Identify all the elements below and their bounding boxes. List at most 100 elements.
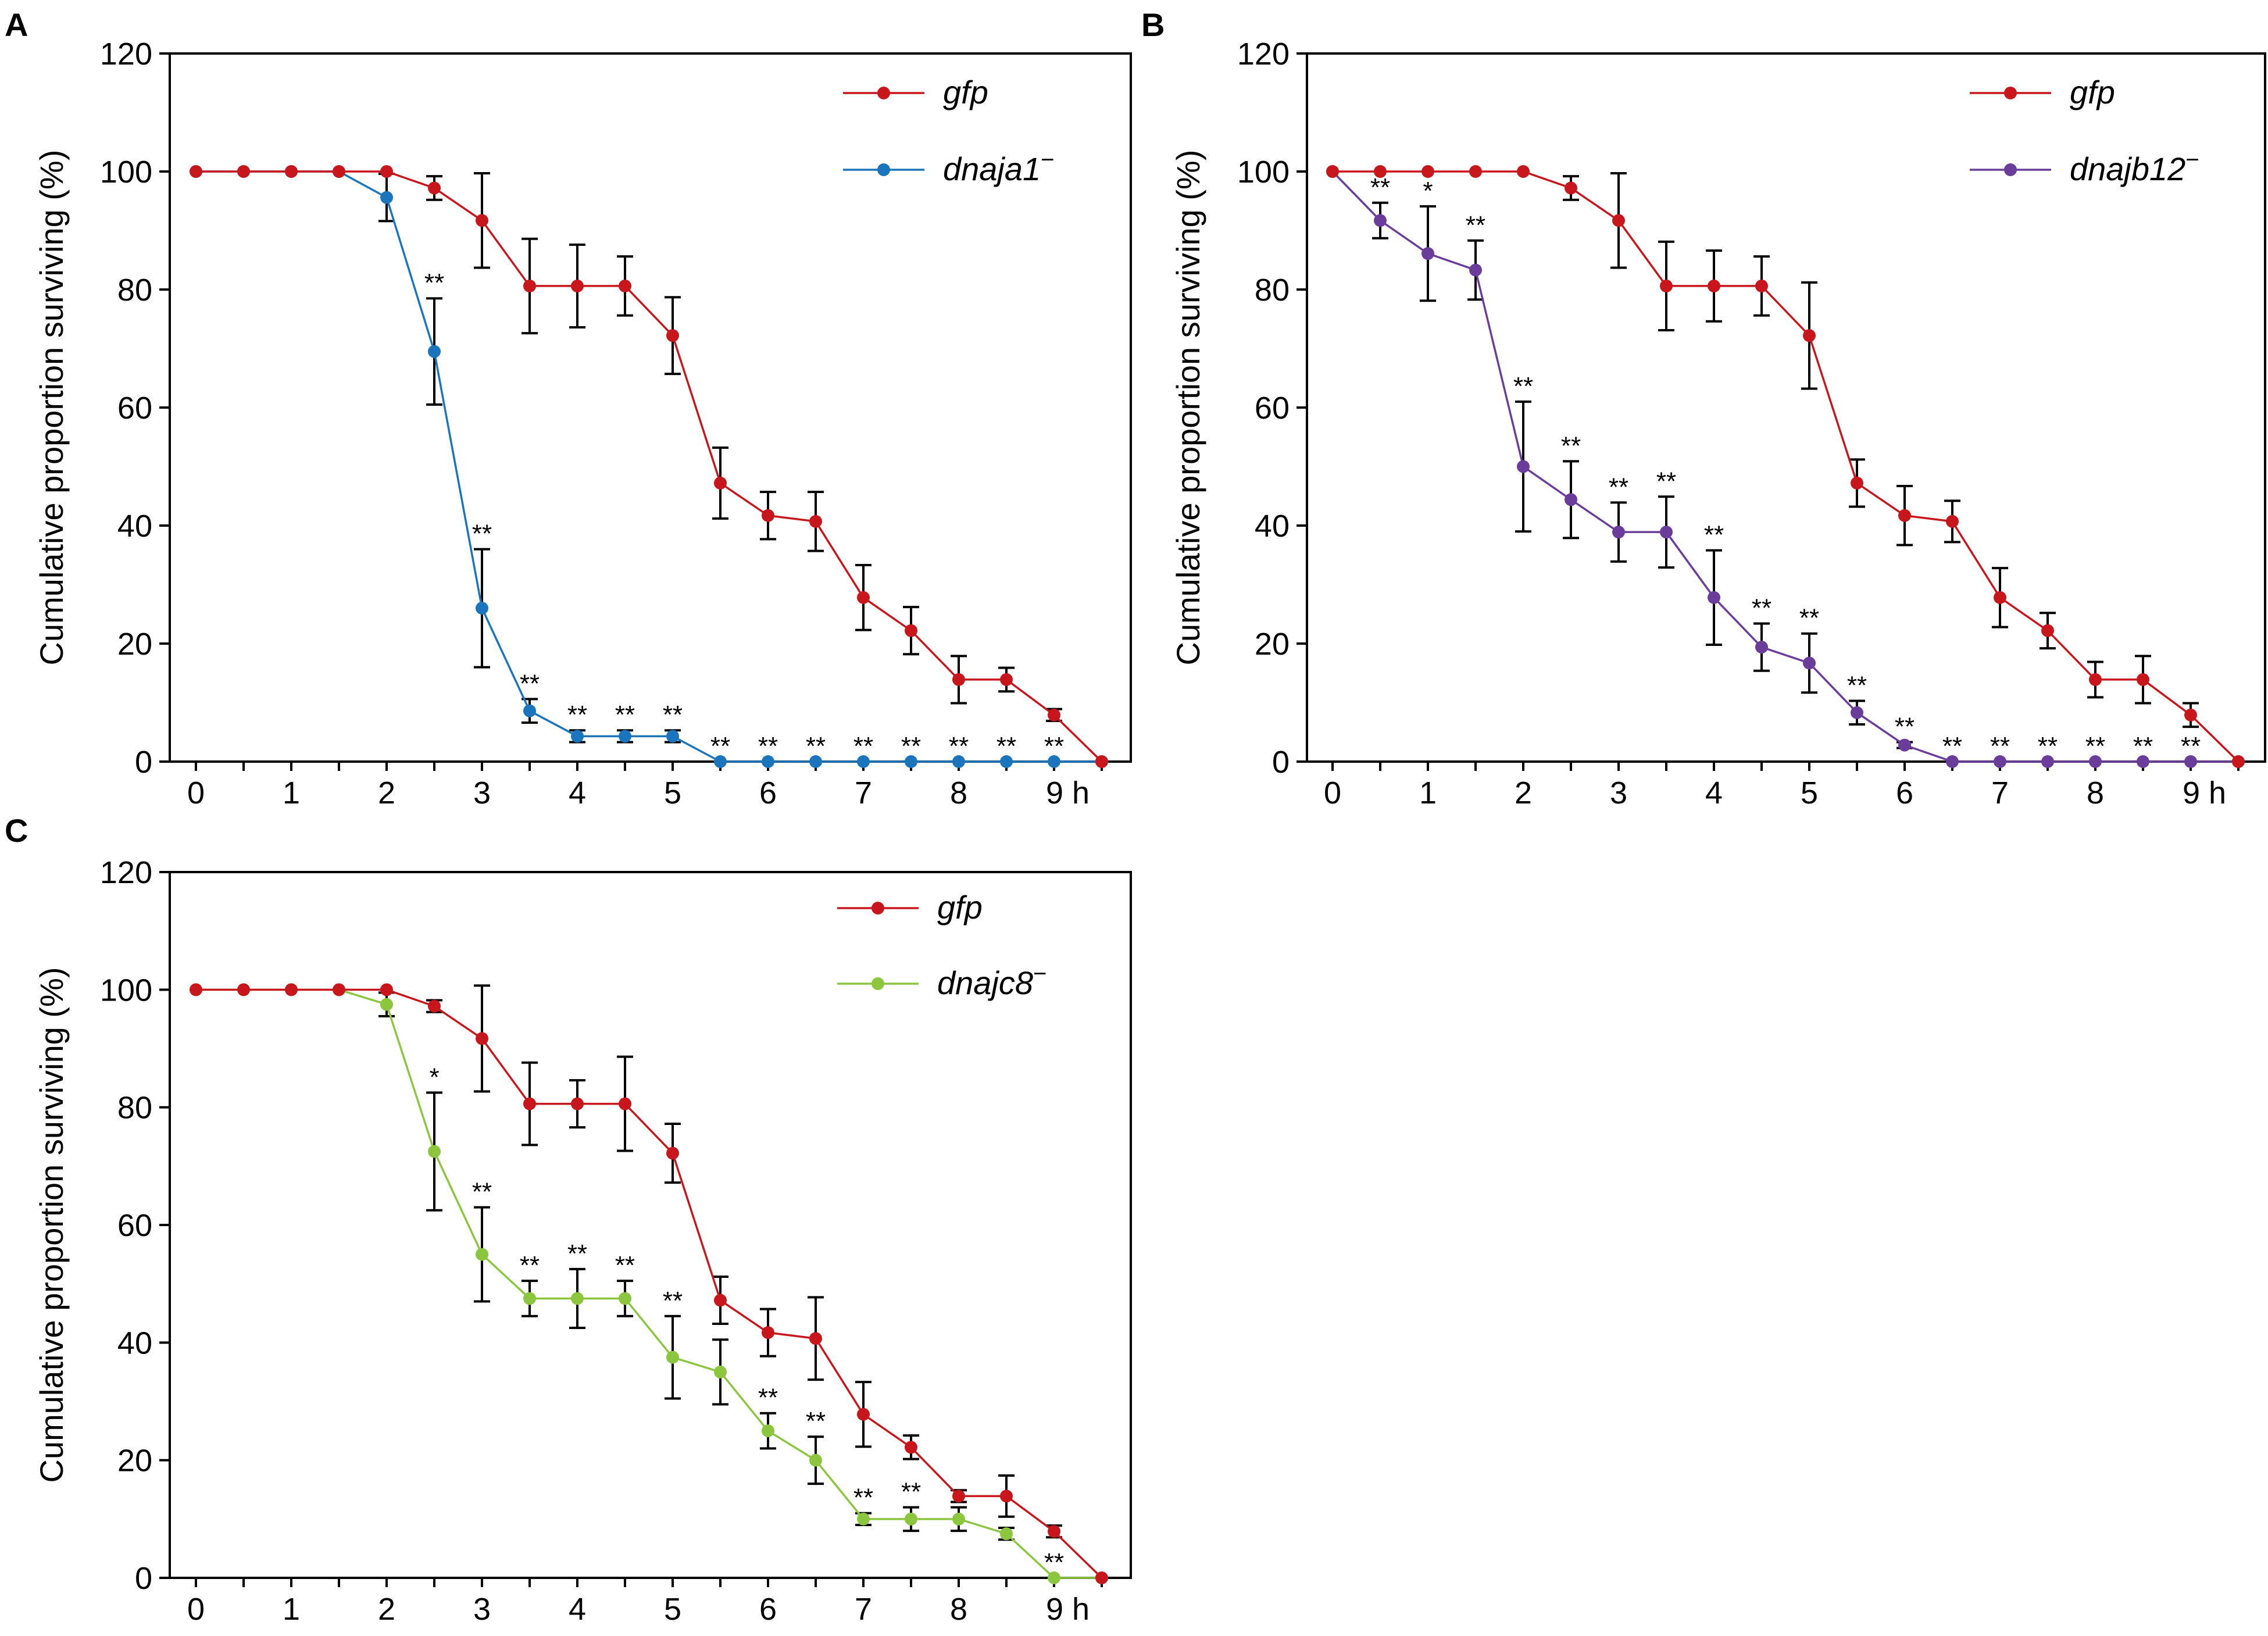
dnaja1-series-point [523, 704, 536, 717]
significance-label: ** [758, 732, 778, 760]
dnaja1-series-point [380, 191, 393, 204]
gfp-series-point [714, 1294, 727, 1307]
x-tick-label: 2 [378, 1592, 395, 1627]
gfp-series-point [905, 1441, 917, 1454]
gfp-series-point [1469, 165, 1482, 178]
gfp-series-point [1994, 591, 2006, 604]
gfp-series-point [1048, 708, 1060, 721]
y-tick-label: 80 [117, 273, 152, 308]
dnajb12-series-point [2089, 755, 2102, 768]
significance-label: ** [806, 1407, 826, 1435]
legend-entry-dnajb12: dnajb12− [1970, 147, 2199, 187]
y-tick-label: 100 [100, 973, 152, 1008]
legend-marker [877, 163, 890, 176]
dnajc8-series-point [571, 1292, 584, 1305]
y-tick-label: 0 [135, 745, 152, 780]
y-tick-label: 60 [117, 391, 152, 426]
gfp-series-point [762, 1326, 774, 1339]
gfp-series-point [333, 983, 345, 996]
significance-label: ** [615, 1251, 635, 1280]
dnajb12-series-point [1660, 526, 1673, 539]
legend-label-superscript: − [2185, 147, 2199, 173]
dnajb12-series-line [1331, 170, 2238, 763]
significance-label: ** [1704, 521, 1724, 549]
y-tick-label: 80 [1255, 273, 1290, 308]
dnajb12-series-point [2041, 755, 2054, 768]
x-tick-label: 1 [283, 1592, 300, 1627]
gfp-series-point [809, 515, 822, 528]
y-tick-label: 60 [117, 1208, 152, 1243]
dnaja1-series-point [905, 755, 917, 768]
dnajb12-series-point [1708, 591, 1720, 604]
x-tick-label: 9 h [1046, 1592, 1090, 1627]
gfp-series-point [571, 279, 584, 292]
gfp-series-point [809, 1332, 822, 1345]
dnaja1-series-point [952, 755, 965, 768]
significance-label: ** [424, 269, 444, 297]
dnajb12-series-point [1469, 263, 1482, 277]
dnajc8-series-point [905, 1512, 917, 1526]
significance-label: ** [853, 732, 873, 760]
legend-marker [2004, 87, 2017, 99]
dnaja1-series-point [714, 755, 727, 768]
significance-label: ** [472, 520, 492, 548]
significance-label: ** [472, 1178, 492, 1206]
dnajc8-series-point [619, 1292, 631, 1305]
legend-label: dnajc8− [937, 961, 1047, 1001]
dnajb12-series-point [1803, 656, 1816, 670]
gfp-series-point [1000, 1489, 1013, 1503]
significance-label: ** [663, 1287, 683, 1315]
panel-letter: A [5, 6, 28, 43]
gfp-series-point [190, 983, 202, 996]
legend-label-name: dnaja1 [943, 151, 1041, 187]
dnajc8-series-point [952, 1512, 965, 1526]
dnajc8-series-point [523, 1292, 536, 1305]
dnajc8-series-line [196, 988, 1102, 1579]
x-tick-label: 0 [187, 1592, 205, 1627]
gfp-series-point [523, 1097, 536, 1110]
significance-label: ** [949, 732, 969, 760]
dnaja1-series-point [428, 345, 441, 358]
x-tick-label: 3 [473, 1592, 491, 1627]
gfp-series-point [333, 165, 345, 178]
legend-label: gfp [943, 74, 988, 110]
gfp-series-point [1517, 165, 1530, 178]
gfp-series-line [196, 988, 1103, 1579]
significance-label: ** [615, 701, 635, 729]
gfp-series-point [1755, 279, 1768, 292]
gfp-series-point [1565, 181, 1577, 195]
dnaja1-series-point [619, 730, 631, 743]
legend-label-name: dnajc8 [937, 965, 1033, 1001]
panel-a: A 0 20 40 60 80 100 120 Cumulative proportion su… [0, 0, 1134, 814]
gfp-series-point [1898, 509, 1911, 522]
gfp-series-point [571, 1097, 584, 1110]
legend-label-superscript: − [1041, 147, 1054, 173]
x-tick-label: 2 [378, 776, 395, 810]
x-tick-label: 4 [1705, 776, 1723, 810]
significance-label: ** [1895, 713, 1915, 741]
significance-label: ** [1942, 732, 1962, 760]
legend-marker [872, 902, 884, 915]
dnajb12-series-point [1946, 755, 1959, 768]
x-tick-label: 3 [1610, 776, 1627, 810]
gfp-series-point [619, 279, 631, 292]
gfp-series-point [190, 165, 202, 178]
y-tick-label: 100 [100, 155, 152, 190]
y-tick-label: 20 [117, 1444, 152, 1478]
dnajc8-series-point [666, 1351, 679, 1364]
x-tick-label: 6 [1896, 776, 1913, 810]
significance-label: ** [1044, 1548, 1064, 1577]
y-tick-label: 120 [1237, 37, 1290, 72]
gfp-series-point [1612, 214, 1625, 227]
significance-label: ** [853, 1484, 873, 1512]
gfp-series-point [2137, 673, 2149, 686]
dnajc8-series-point [809, 1453, 822, 1467]
significance-label: ** [2085, 732, 2105, 760]
gfp-series-line [196, 170, 1103, 763]
gfp-series-point [619, 1097, 631, 1110]
dnaja1-series-point [857, 755, 870, 768]
significance-label: ** [1513, 372, 1533, 401]
dnajc8-series-point [857, 1512, 870, 1526]
